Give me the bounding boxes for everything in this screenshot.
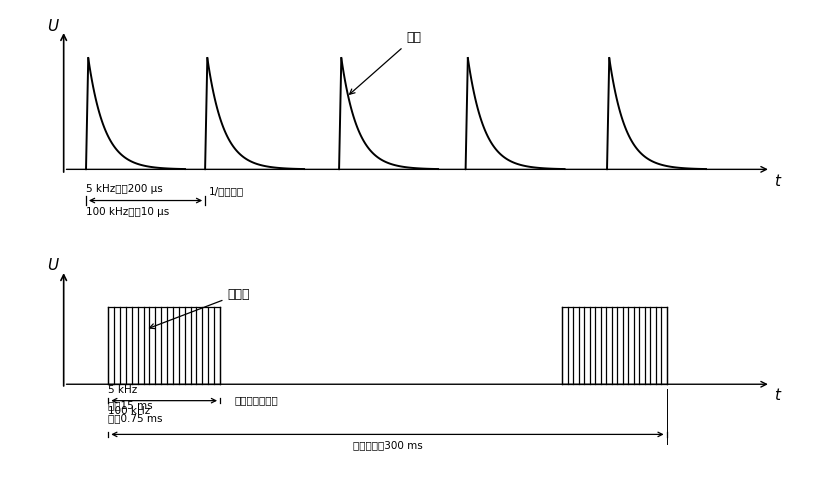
Text: 脉冲: 脉冲 [350,31,421,94]
Text: 时为15 ms: 时为15 ms [108,400,153,410]
Text: 脉冲群: 脉冲群 [150,288,250,329]
Text: U: U [47,258,58,273]
Text: 时为0.75 ms: 时为0.75 ms [108,413,163,424]
Text: 1/重复频率: 1/重复频率 [208,186,244,196]
Text: t: t [775,388,781,403]
Text: 100 kHz: 100 kHz [108,406,151,416]
Text: 100 kHz时为10 μs: 100 kHz时为10 μs [86,207,170,217]
Text: 5 kHz时为200 μs: 5 kHz时为200 μs [86,184,163,194]
Text: 脉冲群持续时间: 脉冲群持续时间 [235,396,279,406]
Text: t: t [775,174,781,189]
Text: 脉冲群周期300 ms: 脉冲群周期300 ms [352,440,423,450]
Text: 5 kHz: 5 kHz [108,385,137,395]
Text: U: U [47,19,58,33]
